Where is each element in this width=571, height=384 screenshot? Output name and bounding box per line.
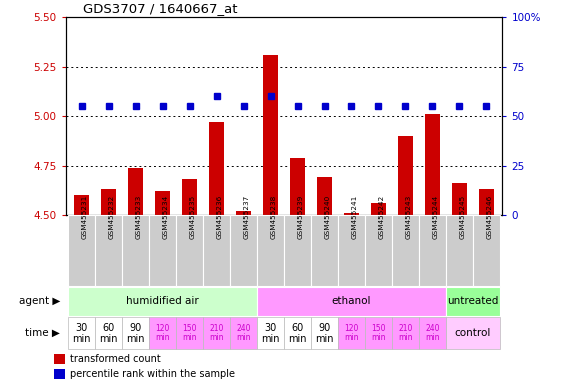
Bar: [95, 215, 122, 286]
Bar: [122, 215, 149, 286]
Text: untreated: untreated: [447, 296, 498, 306]
Text: GSM455232: GSM455232: [109, 195, 115, 239]
Text: humidified air: humidified air: [126, 296, 199, 306]
Text: GSM455244: GSM455244: [432, 195, 439, 239]
Bar: [263, 55, 278, 215]
Bar: [344, 213, 359, 215]
Bar: [122, 318, 149, 349]
Bar: [317, 177, 332, 215]
Text: 120
min: 120 min: [344, 324, 359, 343]
Text: GSM455246: GSM455246: [486, 195, 492, 239]
Bar: [176, 215, 203, 286]
Text: GSM455238: GSM455238: [271, 195, 276, 239]
Text: 60
min: 60 min: [288, 323, 307, 344]
Bar: [284, 215, 311, 286]
Bar: [290, 158, 305, 215]
Bar: [311, 215, 338, 286]
Text: GSM455243: GSM455243: [405, 195, 412, 239]
Bar: [419, 318, 446, 349]
Text: ethanol: ethanol: [332, 296, 371, 306]
Bar: [69, 318, 95, 349]
Bar: [365, 215, 392, 286]
Bar: [338, 318, 365, 349]
Bar: [257, 318, 284, 349]
Text: GDS3707 / 1640667_at: GDS3707 / 1640667_at: [83, 2, 238, 15]
Bar: [473, 215, 500, 286]
Bar: [74, 195, 89, 215]
Text: 150
min: 150 min: [371, 324, 385, 343]
Text: GSM455234: GSM455234: [163, 195, 169, 239]
Bar: [446, 318, 500, 349]
Text: 210
min: 210 min: [210, 324, 224, 343]
Bar: [419, 215, 446, 286]
Bar: [128, 167, 143, 215]
Text: 240
min: 240 min: [425, 324, 440, 343]
Bar: [392, 318, 419, 349]
Bar: [69, 215, 95, 286]
Bar: [176, 318, 203, 349]
Bar: [284, 318, 311, 349]
Bar: [182, 179, 197, 215]
Text: agent ▶: agent ▶: [19, 296, 60, 306]
Text: GSM455242: GSM455242: [379, 195, 384, 239]
Bar: [446, 287, 500, 316]
Bar: [102, 189, 116, 215]
Text: 90
min: 90 min: [127, 323, 145, 344]
Bar: [392, 215, 419, 286]
Bar: [257, 215, 284, 286]
Bar: [149, 215, 176, 286]
Bar: [54, 369, 65, 379]
Bar: [236, 211, 251, 215]
Text: GSM455237: GSM455237: [244, 195, 250, 239]
Text: GSM455231: GSM455231: [82, 195, 88, 239]
Bar: [95, 318, 122, 349]
Text: control: control: [455, 328, 491, 338]
Bar: [69, 287, 257, 316]
Bar: [479, 189, 494, 215]
Bar: [209, 122, 224, 215]
Text: GSM455233: GSM455233: [136, 195, 142, 239]
Bar: [371, 203, 386, 215]
Bar: [398, 136, 413, 215]
Bar: [155, 191, 170, 215]
Text: GSM455240: GSM455240: [324, 195, 331, 239]
Bar: [452, 184, 467, 215]
Text: 210
min: 210 min: [398, 324, 413, 343]
Bar: [149, 318, 176, 349]
Text: GSM455241: GSM455241: [352, 195, 357, 239]
Bar: [425, 114, 440, 215]
Bar: [203, 318, 230, 349]
Bar: [230, 318, 257, 349]
Text: 60
min: 60 min: [99, 323, 118, 344]
Bar: [203, 215, 230, 286]
Text: time ▶: time ▶: [25, 328, 60, 338]
Text: GSM455245: GSM455245: [459, 195, 465, 239]
Bar: [311, 318, 338, 349]
Text: percentile rank within the sample: percentile rank within the sample: [70, 369, 235, 379]
Text: 120
min: 120 min: [155, 324, 170, 343]
Text: GSM455239: GSM455239: [297, 195, 304, 239]
Text: 150
min: 150 min: [183, 324, 197, 343]
Text: transformed count: transformed count: [70, 354, 160, 364]
Text: GSM455235: GSM455235: [190, 195, 196, 239]
Text: 30
min: 30 min: [262, 323, 280, 344]
Text: 90
min: 90 min: [315, 323, 334, 344]
Text: 240
min: 240 min: [236, 324, 251, 343]
Text: GSM455236: GSM455236: [216, 195, 223, 239]
Bar: [257, 287, 446, 316]
Text: 30
min: 30 min: [73, 323, 91, 344]
Bar: [365, 318, 392, 349]
Bar: [54, 354, 65, 364]
Bar: [338, 215, 365, 286]
Bar: [446, 215, 473, 286]
Bar: [230, 215, 257, 286]
